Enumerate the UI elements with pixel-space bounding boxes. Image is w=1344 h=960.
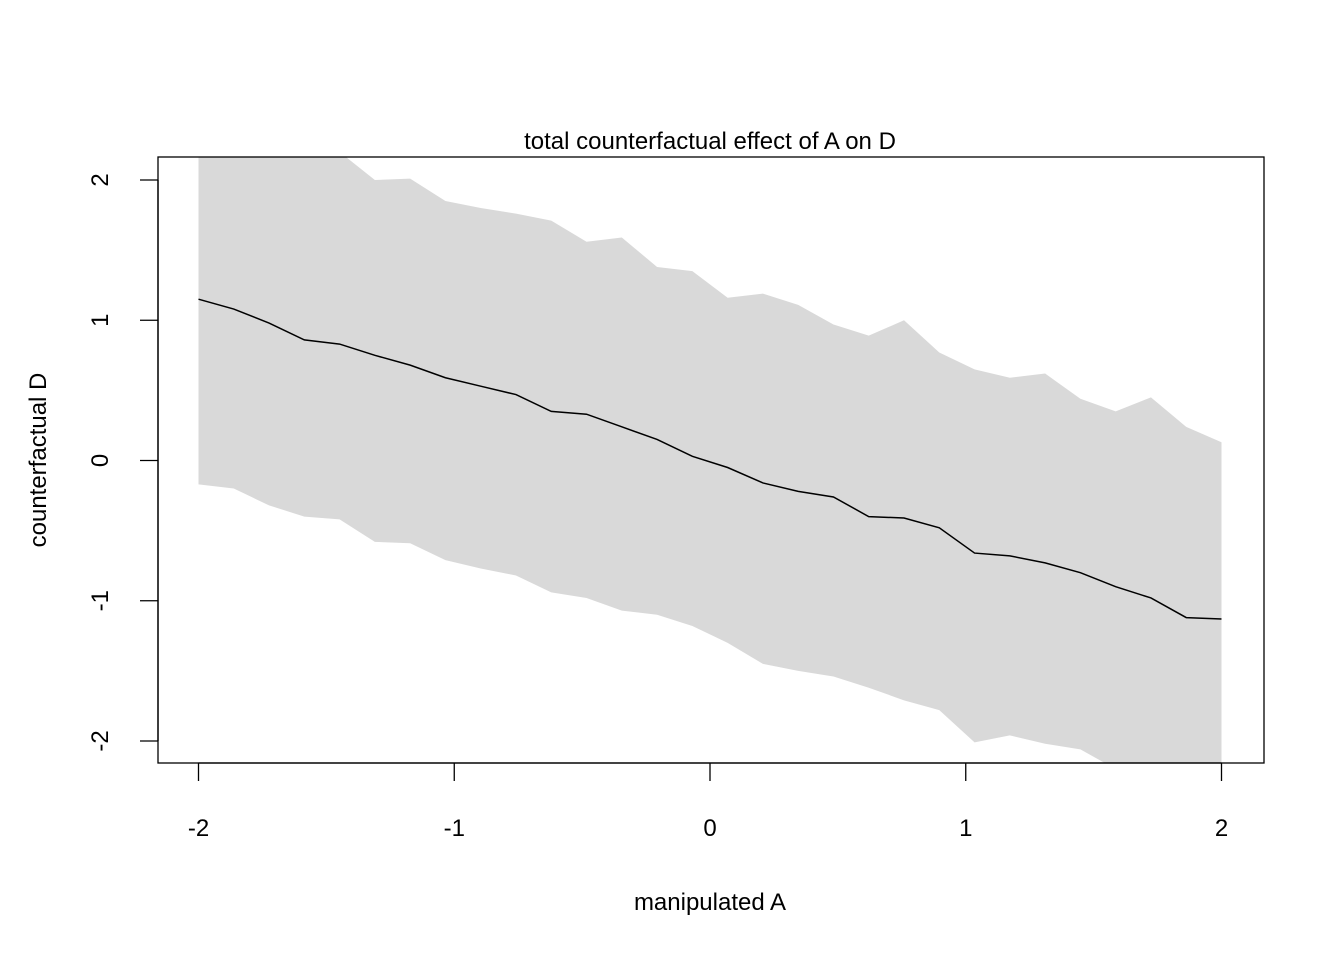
x-tick-label: 1	[959, 815, 972, 842]
y-tick-label: -1	[87, 590, 114, 611]
y-tick-label: 2	[87, 173, 114, 186]
chart-title: total counterfactual effect of A on D	[524, 128, 896, 155]
x-tick-label: -2	[188, 815, 209, 842]
interval-band	[198, 157, 1222, 763]
y-tick-label: 1	[87, 314, 114, 327]
mean-line	[198, 298, 1222, 620]
y-axis-label: counterfactual D	[25, 373, 52, 548]
x-tick-label: 0	[703, 815, 716, 842]
x-tick-label: -1	[444, 815, 465, 842]
x-axis-label: manipulated A	[634, 889, 786, 916]
x-tick-label: 2	[1215, 815, 1228, 842]
y-tick-label: -2	[87, 730, 114, 751]
y-tick-label: 0	[87, 454, 114, 467]
